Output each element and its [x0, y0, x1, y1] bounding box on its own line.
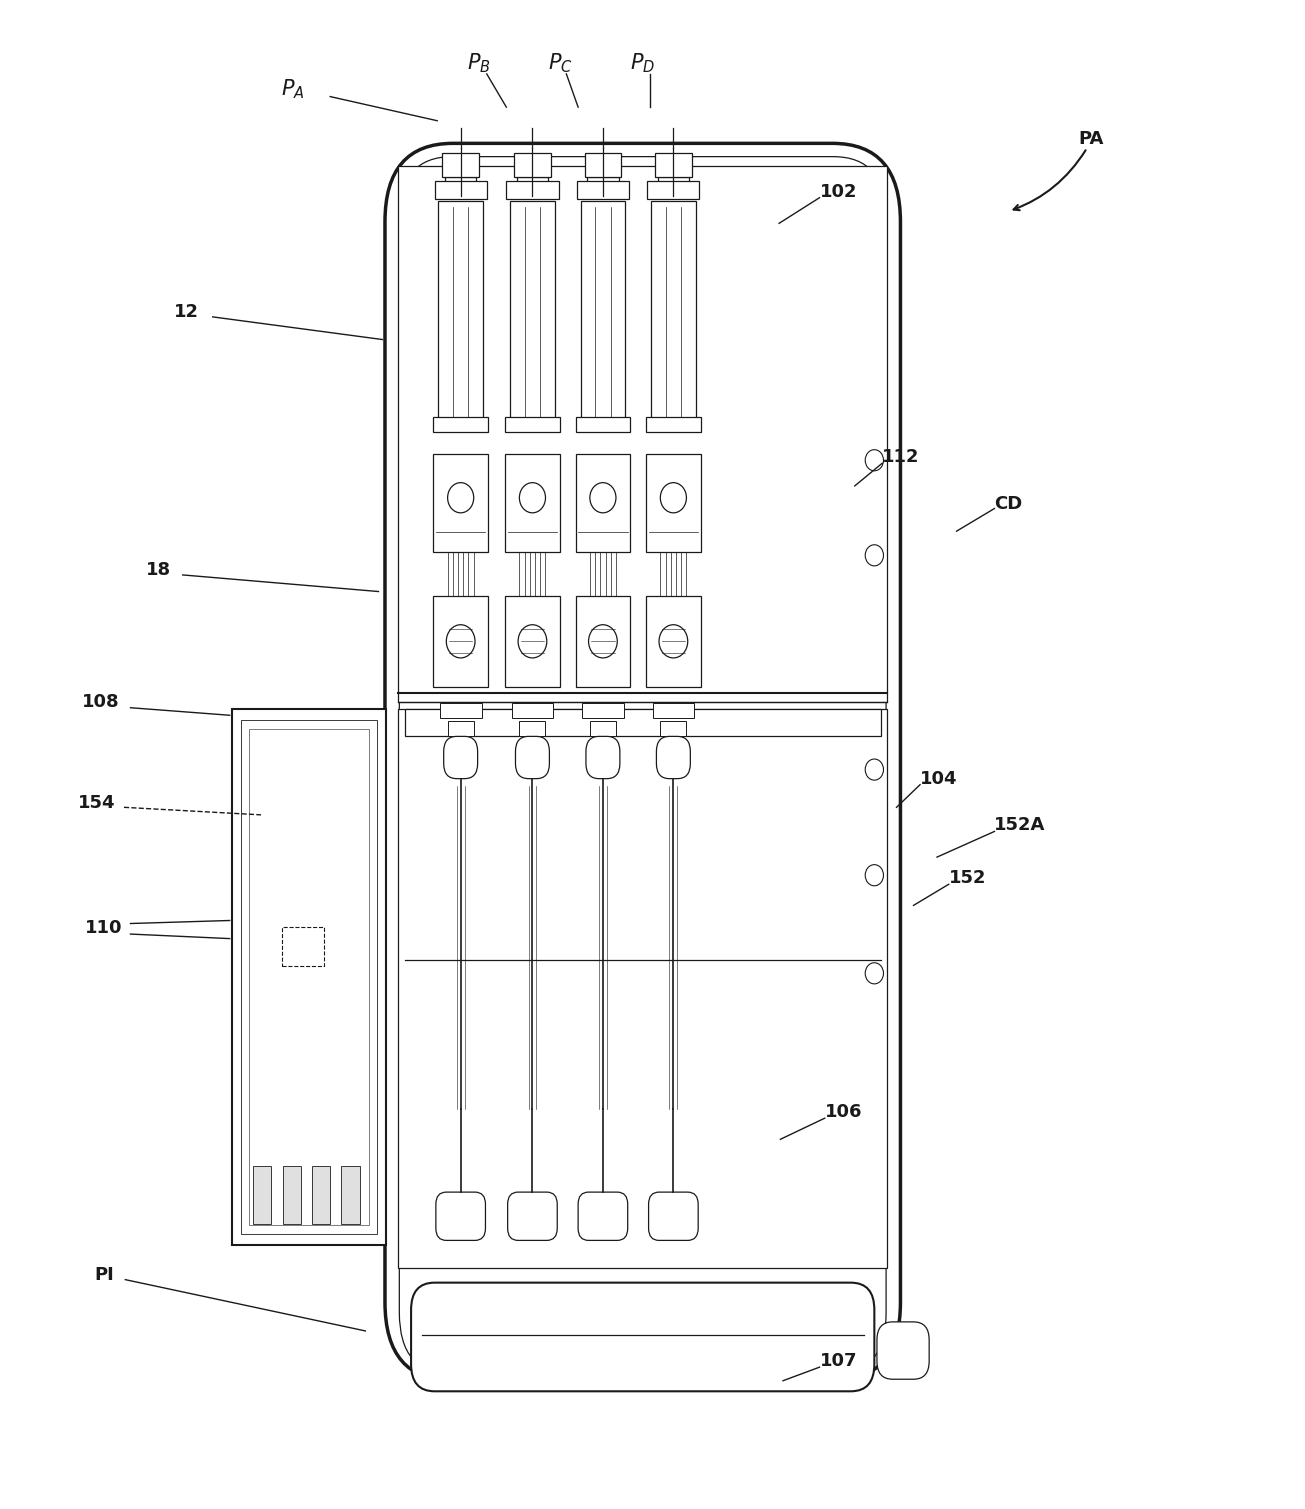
Bar: [651, 201, 696, 423]
Text: 106: 106: [825, 1103, 863, 1121]
Bar: [253, 1166, 271, 1224]
FancyBboxPatch shape: [515, 736, 549, 779]
FancyBboxPatch shape: [444, 736, 478, 779]
FancyBboxPatch shape: [578, 1192, 628, 1240]
Bar: [576, 454, 630, 552]
Bar: [448, 721, 474, 736]
Bar: [590, 721, 616, 736]
Text: 112: 112: [882, 448, 920, 466]
FancyBboxPatch shape: [649, 1192, 698, 1240]
Text: 104: 104: [920, 770, 958, 788]
Bar: [232, 709, 386, 1245]
Bar: [249, 729, 369, 1225]
Bar: [582, 703, 624, 718]
Bar: [576, 596, 630, 687]
Bar: [440, 703, 482, 718]
Bar: [577, 181, 629, 199]
Text: 152A: 152A: [994, 816, 1045, 834]
FancyBboxPatch shape: [385, 143, 900, 1381]
Bar: [585, 152, 621, 177]
Bar: [435, 181, 487, 199]
Bar: [510, 201, 555, 423]
Bar: [587, 177, 619, 196]
Circle shape: [865, 963, 883, 984]
FancyBboxPatch shape: [508, 1192, 557, 1240]
Circle shape: [865, 545, 883, 566]
Bar: [517, 177, 548, 196]
Bar: [433, 416, 488, 432]
Text: 110: 110: [85, 919, 123, 937]
Text: 102: 102: [820, 183, 857, 201]
Text: 107: 107: [820, 1352, 857, 1370]
FancyBboxPatch shape: [877, 1322, 929, 1379]
Text: $P_C$: $P_C$: [548, 51, 573, 75]
Bar: [405, 709, 881, 736]
Text: CD: CD: [994, 495, 1023, 513]
Bar: [655, 152, 692, 177]
Bar: [312, 1166, 330, 1224]
Bar: [433, 454, 488, 552]
Text: PA: PA: [1078, 130, 1103, 148]
Bar: [342, 1166, 360, 1224]
Bar: [445, 177, 476, 196]
Text: 12: 12: [174, 303, 198, 321]
Bar: [505, 596, 560, 687]
Bar: [398, 709, 887, 1268]
Circle shape: [865, 759, 883, 780]
Bar: [652, 703, 694, 718]
Text: 18: 18: [146, 561, 171, 579]
Bar: [398, 166, 887, 702]
Bar: [646, 454, 701, 552]
Bar: [646, 596, 701, 687]
Bar: [433, 596, 488, 687]
Text: $P_B$: $P_B$: [467, 51, 491, 75]
FancyBboxPatch shape: [436, 1192, 485, 1240]
Bar: [647, 181, 699, 199]
Bar: [505, 416, 560, 432]
FancyBboxPatch shape: [586, 736, 620, 779]
Text: 154: 154: [78, 794, 116, 812]
Text: $P_A$: $P_A$: [281, 77, 304, 101]
Bar: [646, 416, 701, 432]
Bar: [512, 703, 553, 718]
Bar: [505, 454, 560, 552]
Bar: [660, 721, 686, 736]
Bar: [241, 720, 377, 1234]
Bar: [282, 1166, 300, 1224]
Bar: [442, 152, 479, 177]
Circle shape: [865, 450, 883, 471]
Bar: [576, 416, 630, 432]
Bar: [581, 201, 625, 423]
Bar: [658, 177, 689, 196]
Text: 108: 108: [82, 693, 120, 711]
Text: PI: PI: [94, 1266, 114, 1284]
Bar: [506, 181, 559, 199]
Bar: [514, 152, 551, 177]
Text: 152: 152: [949, 869, 987, 887]
Bar: [282, 927, 324, 966]
Text: $P_D$: $P_D$: [630, 51, 655, 75]
FancyBboxPatch shape: [411, 1283, 874, 1391]
FancyBboxPatch shape: [656, 736, 690, 779]
Bar: [519, 721, 545, 736]
Bar: [438, 201, 483, 423]
Circle shape: [865, 865, 883, 886]
